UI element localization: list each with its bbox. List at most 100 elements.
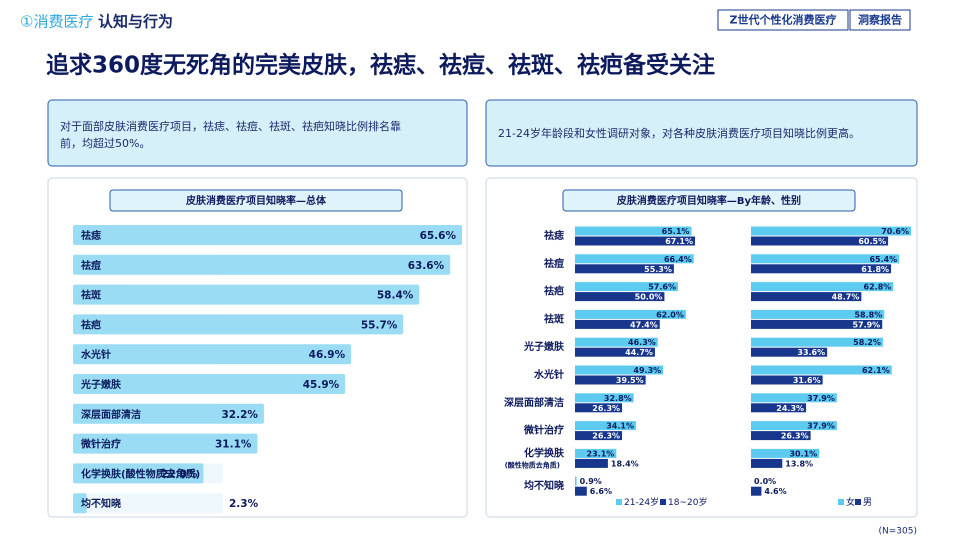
note: (N=305) bbox=[879, 527, 917, 537]
report-name: Z世代个性化消费医疗 bbox=[730, 13, 837, 27]
value-label: 32.2% bbox=[222, 409, 259, 421]
legend-label: 21-24岁 bbox=[624, 496, 659, 508]
category-label: 光子嫩肤 bbox=[80, 378, 122, 391]
bar bbox=[751, 264, 892, 274]
bar bbox=[575, 486, 587, 496]
value-label: 0.0% bbox=[754, 477, 776, 486]
bar bbox=[73, 344, 352, 365]
value-label: 66.4% bbox=[664, 255, 692, 264]
category-label: 深层面部清洁 bbox=[81, 408, 141, 421]
bar bbox=[575, 421, 636, 431]
category-label: 祛疤 bbox=[543, 285, 564, 298]
value-label: 62.1% bbox=[862, 366, 890, 375]
category-label: 祛疤 bbox=[80, 318, 101, 331]
bar bbox=[751, 458, 783, 468]
value-label: 4.6% bbox=[764, 487, 786, 496]
category-label: 化学换肤 bbox=[524, 446, 565, 459]
bar bbox=[751, 365, 892, 375]
bar bbox=[575, 226, 692, 236]
category-label: 祛斑 bbox=[80, 289, 101, 302]
value-label: 45.9% bbox=[303, 379, 340, 391]
bar bbox=[575, 393, 634, 403]
value-label: 63.6% bbox=[408, 260, 445, 272]
section: ①消费医疗 bbox=[20, 13, 93, 31]
value-label: 34.1% bbox=[606, 422, 634, 431]
category-label: 祛痣 bbox=[80, 229, 101, 242]
bar bbox=[751, 236, 889, 246]
category-label: 均不知晓 bbox=[81, 497, 121, 510]
value-label: 37.9% bbox=[807, 422, 835, 431]
legend-swatch bbox=[616, 499, 622, 505]
value-label: 23.1% bbox=[587, 449, 615, 458]
category-label: 微针治疗 bbox=[523, 424, 564, 437]
value-label: 49.3% bbox=[633, 366, 661, 375]
bar bbox=[751, 393, 837, 403]
bar bbox=[751, 431, 811, 441]
chart-title-box bbox=[109, 189, 403, 212]
chart-title: 皮肤消费医疗项目知晓率—总体 bbox=[185, 194, 327, 207]
category-note: (酸性物质去角质) bbox=[505, 460, 560, 469]
value-label: 58.8% bbox=[854, 310, 882, 319]
bar bbox=[575, 264, 674, 274]
logo-box bbox=[849, 9, 911, 31]
category-label: 祛痘 bbox=[543, 257, 564, 270]
bar bbox=[751, 403, 807, 413]
bar bbox=[575, 319, 660, 329]
callout-box bbox=[47, 99, 468, 167]
value-label: 58.4% bbox=[377, 290, 414, 302]
callout-box bbox=[485, 99, 918, 167]
bar bbox=[575, 375, 646, 385]
bar bbox=[73, 403, 264, 424]
value-label: 70.6% bbox=[881, 227, 909, 236]
value-label: 32.8% bbox=[604, 394, 632, 403]
bar bbox=[751, 309, 885, 319]
bar bbox=[751, 319, 883, 329]
value-label: 6.6% bbox=[590, 487, 612, 496]
legend-label: 男 bbox=[863, 497, 872, 508]
value-label: 55.7% bbox=[361, 319, 398, 331]
value-label: 44.7% bbox=[625, 348, 653, 357]
category-label: 光子嫩肤 bbox=[523, 340, 565, 353]
bar-track bbox=[73, 493, 223, 514]
value-label: 22.0% bbox=[161, 468, 198, 480]
bar bbox=[575, 282, 679, 292]
bar bbox=[751, 486, 762, 496]
value-label: 61.8% bbox=[861, 265, 889, 274]
value-label: 26.3% bbox=[781, 432, 809, 441]
value-label: 60.5% bbox=[858, 237, 886, 246]
bar bbox=[575, 476, 577, 486]
value-label: 46.9% bbox=[309, 349, 346, 361]
value-label: 31.1% bbox=[215, 439, 252, 451]
value-label: 57.6% bbox=[648, 283, 676, 292]
value-label: 31.6% bbox=[793, 376, 821, 385]
category-label: 深层面部清洁 bbox=[504, 396, 564, 409]
value-label: 13.8% bbox=[785, 459, 813, 468]
value-label: 33.6% bbox=[797, 348, 825, 357]
bar bbox=[575, 309, 686, 319]
callout: 21-24岁年龄段和女性调研对象，对各种皮肤消费医疗项目知晓比例更高。 bbox=[498, 126, 860, 140]
bar bbox=[575, 347, 655, 357]
category-label: 祛斑 bbox=[543, 312, 564, 325]
value-label: 55.3% bbox=[644, 265, 672, 274]
value-label: 26.3% bbox=[592, 404, 620, 413]
bar bbox=[73, 374, 346, 394]
value-label: 2.3% bbox=[229, 498, 259, 510]
category-label: 水光针 bbox=[533, 368, 564, 381]
value-label: 24.3% bbox=[776, 404, 804, 413]
category-label: 微针治疗 bbox=[80, 438, 121, 451]
value-label: 67.1% bbox=[665, 237, 693, 246]
bar bbox=[751, 292, 862, 302]
category-label: 化学换肤(酸性物质去角质) bbox=[81, 467, 200, 480]
legend-label: 女 bbox=[846, 496, 855, 508]
value-label: 47.4% bbox=[630, 320, 658, 329]
bar bbox=[73, 314, 404, 335]
logo-box bbox=[717, 9, 849, 31]
bar bbox=[575, 254, 694, 264]
value-label: 65.1% bbox=[662, 227, 690, 236]
bar bbox=[751, 282, 894, 292]
value-label: 46.3% bbox=[628, 338, 656, 347]
value-label: 37.9% bbox=[807, 394, 835, 403]
value-label: 48.7% bbox=[832, 293, 860, 302]
bar bbox=[575, 337, 658, 347]
